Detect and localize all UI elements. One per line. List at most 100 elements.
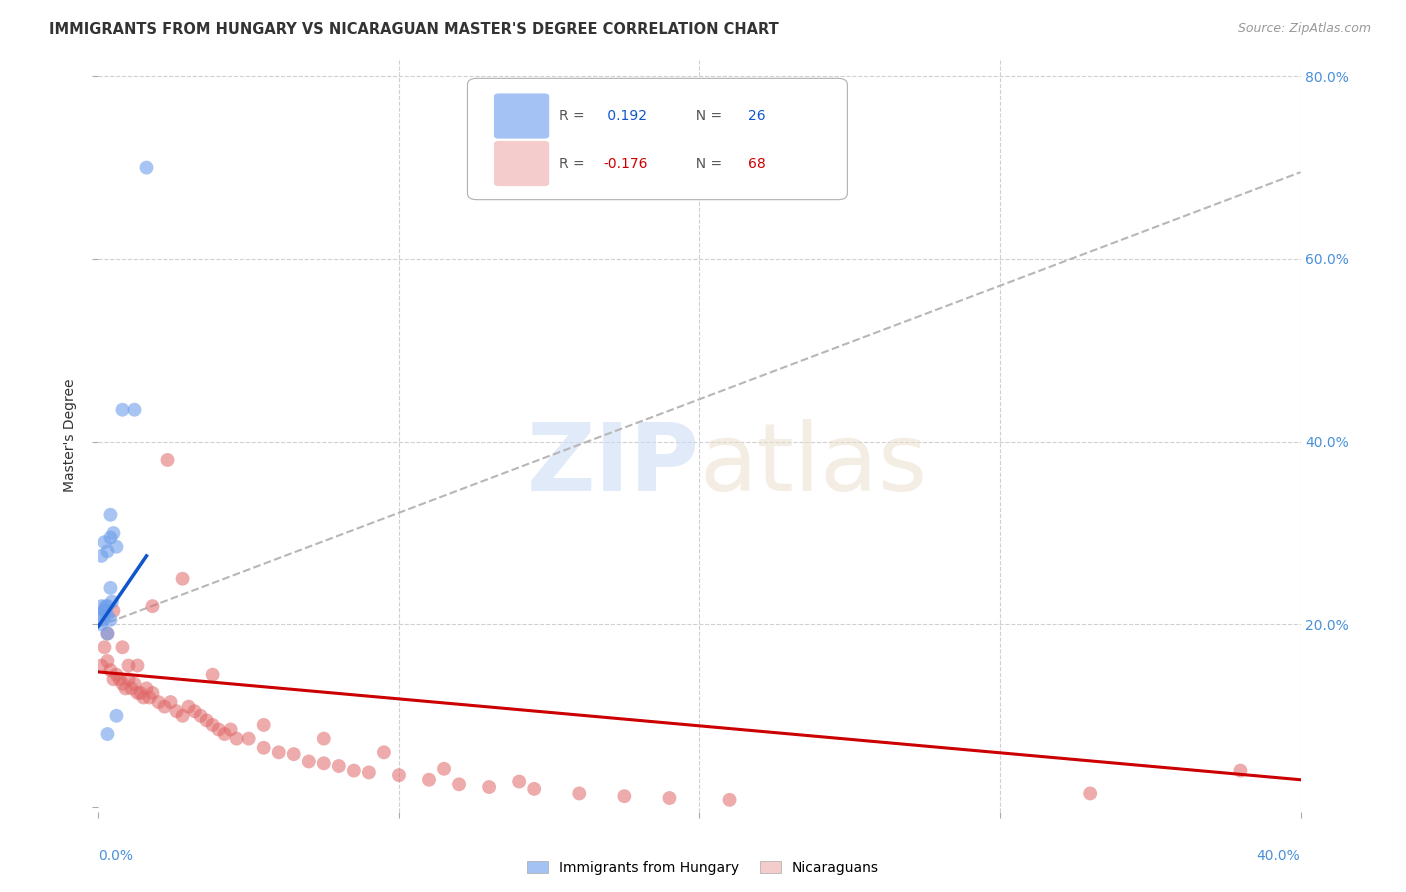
Point [96, 544, 118, 558]
FancyBboxPatch shape [494, 141, 550, 186]
Point [141, 599, 163, 614]
Point [93, 640, 115, 655]
Point [328, 759, 350, 773]
Point [267, 745, 290, 759]
Point [90, 617, 112, 632]
Point [568, 787, 591, 801]
Point [1229, 764, 1251, 778]
Point [159, 695, 181, 709]
Point [343, 764, 366, 778]
Point [108, 672, 131, 686]
Point [201, 667, 224, 681]
Point [105, 667, 128, 681]
Point [100, 531, 122, 545]
Point [312, 731, 335, 746]
Y-axis label: Master's Degree: Master's Degree [63, 378, 77, 491]
Point [195, 714, 218, 728]
Point [124, 402, 146, 417]
Point [172, 708, 194, 723]
Point [103, 526, 125, 541]
Point [312, 756, 335, 771]
Point [93, 604, 115, 618]
Point [478, 780, 501, 794]
Point [90, 549, 112, 563]
Point [100, 613, 122, 627]
Point [96, 626, 118, 640]
Point [93, 604, 115, 618]
Point [658, 791, 681, 805]
Point [135, 161, 157, 175]
Point [253, 740, 276, 755]
Point [357, 765, 380, 780]
Text: 0.0%: 0.0% [98, 849, 134, 863]
Point [298, 755, 321, 769]
Point [93, 604, 115, 618]
Point [105, 540, 128, 554]
Point [177, 699, 200, 714]
Point [148, 695, 170, 709]
Point [201, 718, 224, 732]
Text: 26: 26 [748, 109, 765, 123]
Point [127, 658, 149, 673]
Point [138, 690, 160, 705]
Point [153, 699, 176, 714]
Text: IMMIGRANTS FROM HUNGARY VS NICARAGUAN MASTER'S DEGREE CORRELATION CHART: IMMIGRANTS FROM HUNGARY VS NICARAGUAN MA… [49, 22, 779, 37]
Text: ZIP: ZIP [527, 419, 700, 511]
Point [433, 762, 456, 776]
Point [90, 599, 112, 614]
Point [141, 686, 163, 700]
Point [388, 768, 411, 782]
Point [111, 402, 134, 417]
Point [156, 453, 179, 467]
Point [96, 608, 118, 623]
Point [103, 604, 125, 618]
Point [100, 663, 122, 677]
Point [219, 723, 242, 737]
Point [111, 640, 134, 655]
Point [208, 723, 231, 737]
Point [253, 718, 276, 732]
Text: -0.176: -0.176 [603, 156, 648, 170]
Point [101, 594, 124, 608]
Point [111, 677, 134, 691]
Point [91, 613, 114, 627]
Point [190, 708, 212, 723]
Point [225, 731, 247, 746]
Point [100, 581, 122, 595]
Point [238, 731, 260, 746]
Point [1078, 787, 1101, 801]
Point [172, 572, 194, 586]
Point [183, 704, 205, 718]
Point [105, 708, 128, 723]
Text: 40.0%: 40.0% [1257, 849, 1301, 863]
Point [100, 508, 122, 522]
Point [214, 727, 236, 741]
Point [96, 626, 118, 640]
Point [90, 658, 112, 673]
Text: N =: N = [688, 109, 727, 123]
Point [718, 793, 741, 807]
Point [508, 774, 530, 789]
Point [96, 654, 118, 668]
Text: atlas: atlas [700, 419, 928, 511]
Point [117, 672, 139, 686]
Text: 68: 68 [748, 156, 765, 170]
Point [96, 599, 118, 614]
Point [121, 681, 143, 696]
Point [129, 686, 152, 700]
Text: 0.192: 0.192 [603, 109, 647, 123]
Point [523, 781, 546, 796]
FancyBboxPatch shape [467, 78, 848, 200]
Point [373, 745, 395, 759]
Legend: Immigrants from Hungary, Nicaraguans: Immigrants from Hungary, Nicaraguans [522, 855, 884, 880]
Text: R =: R = [558, 156, 589, 170]
Point [166, 704, 188, 718]
Text: R =: R = [558, 109, 589, 123]
Point [114, 681, 136, 696]
Text: N =: N = [688, 156, 727, 170]
Point [613, 789, 636, 804]
Point [135, 681, 157, 696]
Point [418, 772, 440, 787]
Text: Source: ZipAtlas.com: Source: ZipAtlas.com [1237, 22, 1371, 36]
Point [132, 690, 155, 705]
